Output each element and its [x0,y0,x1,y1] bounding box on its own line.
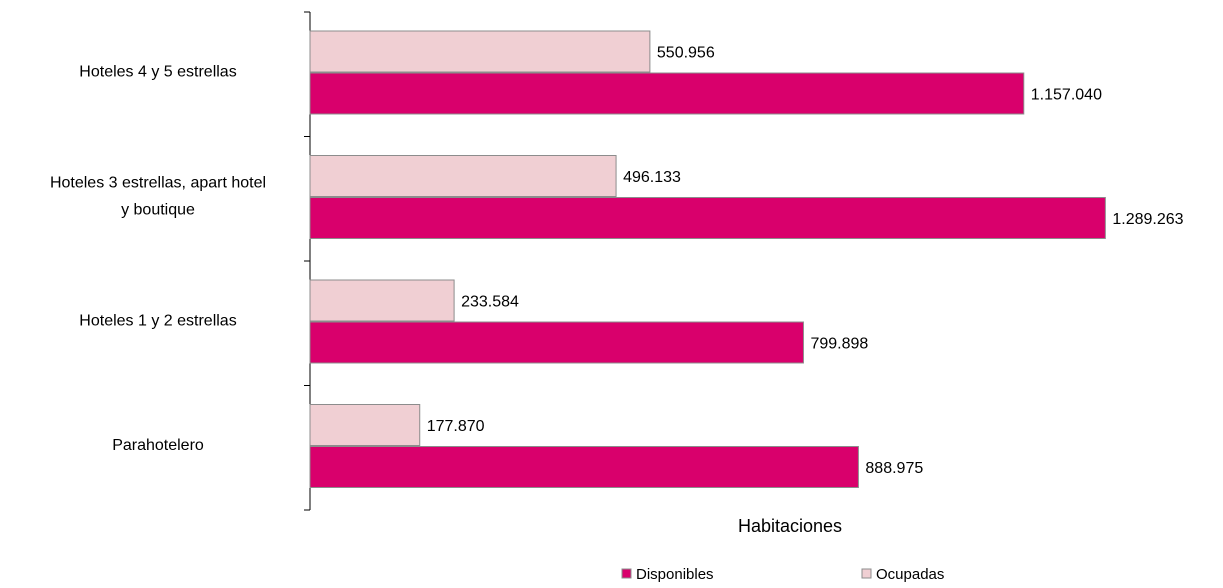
legend-swatch [621,568,632,579]
bar-ocupadas [309,30,651,73]
category-label: Parahotelero [112,437,204,454]
data-label: 496.133 [623,169,681,186]
bar-ocupadas [309,404,421,446]
data-label: 1.157.040 [1031,87,1102,104]
category-label: Hoteles 3 estrellas, apart hotel y boutiq… [50,174,266,218]
legend: Disponibles Ocupadas [621,566,944,583]
category-label: Hoteles 4 y 5 estrellas [79,63,236,80]
category-label-line: Hoteles 1 y 2 estrellas [79,312,236,329]
category-label-line: Parahotelero [112,437,204,454]
bar-ocupadas [309,279,455,322]
bar-disponibles [309,197,1106,239]
legend-swatch [861,568,872,579]
legend-label: Ocupadas [876,566,944,583]
bar-ocupadas [309,155,617,197]
bar-disponibles [309,72,1025,115]
data-label: 177.870 [427,418,485,435]
category-label-line: Hoteles 3 estrellas, apart hotel [50,174,266,191]
bar-disponibles [309,446,859,488]
axis-layer [304,11,311,511]
data-label: 550.956 [657,45,715,62]
x-axis-title: Habitaciones [738,516,842,536]
data-label: 888.975 [865,460,923,477]
category-label-line: Hoteles 4 y 5 estrellas [79,63,236,80]
bar-disponibles [309,321,804,364]
labels-layer: Hoteles 4 y 5 estrellas 550.956 1.157.040 H… [50,45,1184,478]
category-label: Hoteles 1 y 2 estrellas [79,312,236,329]
data-label: 233.584 [461,294,519,311]
data-label: 1.289.263 [1112,211,1183,228]
bars-layer [309,30,1106,488]
data-label: 799.898 [810,336,868,353]
legend-label: Disponibles [636,566,714,583]
category-label-line: y boutique [121,201,195,218]
